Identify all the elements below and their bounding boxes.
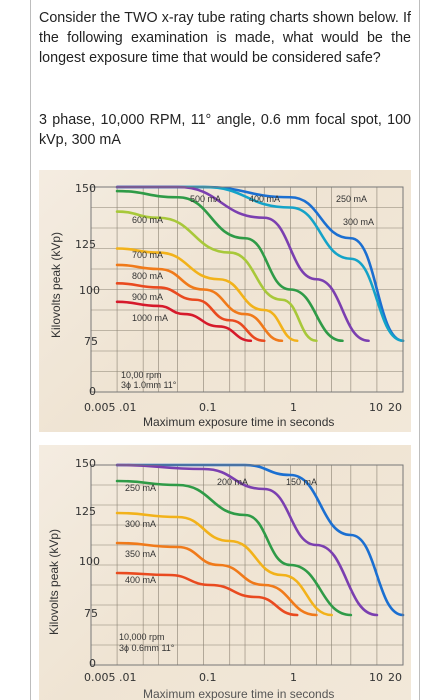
chart-top-annotation-2: 3ɸ 1.0mm 11° <box>121 380 177 390</box>
chart-top-curve-1000ma <box>115 300 253 343</box>
chart-top-ytick-75: 75 <box>84 335 98 348</box>
chart-top-xtick-001: .01 <box>119 401 137 414</box>
chart-top-curve-700ma <box>115 247 299 343</box>
chart-top-ytick-125: 125 <box>75 238 96 251</box>
chart-top-xlabel: Maximum exposure time in seconds <box>143 415 334 429</box>
chart-top-curve-800ma <box>115 263 284 343</box>
rating-chart-top: 150 125 100 75 0 0.005 .01 0.1 1 10 20 M… <box>39 170 411 432</box>
rating-chart-bottom-svg: 150 125 100 75 0 0.005 .01 0.1 1 10 20 M… <box>75 457 405 700</box>
chart-bottom-xtick-20: 20 <box>388 671 402 684</box>
chart-bottom-curves <box>115 463 405 617</box>
chart-top-annotation-1: 10,00 rpm <box>121 370 162 380</box>
chart-top-label-500ma: 500 mA <box>190 194 221 204</box>
chart-top-label-700ma: 700 mA <box>132 250 163 260</box>
chart-bottom-xtick-1: 1 <box>290 671 297 684</box>
chart-bottom-ytick-100: 100 <box>79 555 100 568</box>
rating-chart-top-svg: 150 125 100 75 0 0.005 .01 0.1 1 10 20 M… <box>75 182 405 429</box>
chart-bottom-curve-150ma <box>115 463 405 617</box>
chart-bottom-xtick-0005: 0.005 <box>84 671 116 684</box>
chart-bottom-ylabel: Kilovolts peak (kVp) <box>47 528 61 635</box>
chart-bottom-xlabel: Maximum exposure time in seconds <box>143 687 334 700</box>
chart-top-ytick-100: 100 <box>79 284 100 297</box>
chart-top-label-600ma: 600 mA <box>132 215 163 225</box>
chart-top-xtick-10: 10 <box>369 401 383 414</box>
chart-bottom-ytick-125: 125 <box>75 505 96 518</box>
question-parameters: 3 phase, 10,000 RPM, 11° angle, 0.6 mm f… <box>39 112 411 148</box>
chart-top-ylabel: Kilovolts peak (kVp) <box>49 231 63 338</box>
chart-bottom-ytick-150: 150 <box>75 457 96 470</box>
chart-bottom-ytick-0: 0 <box>89 657 96 670</box>
chart-top-curve-500ma <box>115 189 344 343</box>
chart-bottom-curve-200ma <box>115 463 379 617</box>
chart-bottom-ytick-75: 75 <box>84 607 98 620</box>
chart-top-curves <box>115 185 405 343</box>
chart-bottom-xtick-10: 10 <box>369 671 383 684</box>
chart-top-ytick-150: 150 <box>75 182 96 195</box>
chart-bottom-curve-350ma <box>115 541 318 617</box>
question-text: Consider the TWO x-ray tube rating chart… <box>39 10 411 66</box>
rating-chart-bottom: 150 125 100 75 0 0.005 .01 0.1 1 10 20 M… <box>39 445 411 700</box>
chart-top-label-300ma: 300 mA <box>343 217 374 227</box>
chart-bottom-curve-400ma <box>115 571 299 617</box>
chart-bottom-curve-250ma <box>115 479 353 617</box>
chart-bottom-label-200ma: 200 mA <box>217 477 248 487</box>
chart-top-curve-600ma <box>115 210 318 343</box>
chart-top-xtick-20: 20 <box>388 401 402 414</box>
chart-bottom-label-150ma: 150 mA <box>286 477 317 487</box>
chart-top-curve-900ma <box>115 282 266 343</box>
chart-top-xtick-1: 1 <box>290 401 297 414</box>
chart-top-xtick-01: 0.1 <box>199 401 217 414</box>
chart-bottom-label-400ma: 400 mA <box>125 575 156 585</box>
chart-bottom-plot-frame <box>90 464 404 666</box>
chart-top-label-250ma: 250 mA <box>336 194 367 204</box>
chart-top-label-1000ma: 1000 mA <box>132 313 168 323</box>
chart-bottom-label-250ma: 250 mA <box>125 483 156 493</box>
chart-bottom-curve-300ma <box>115 511 333 617</box>
chart-top-label-400ma: 400 mA <box>249 194 280 204</box>
chart-bottom-xtick-001: .01 <box>119 671 137 684</box>
chart-bottom-xtick-01: 0.1 <box>199 671 217 684</box>
chart-top-ytick-0: 0 <box>89 385 96 398</box>
chart-bottom-annotation-2: 3ɸ 0.6mm 11° <box>119 643 175 653</box>
chart-bottom-label-350ma: 350 mA <box>125 549 156 559</box>
chart-top-xtick-0005: 0.005 <box>84 401 116 414</box>
chart-bottom-annotation-1: 10,000 rpm <box>119 632 165 642</box>
chart-bottom-label-300ma: 300 mA <box>125 519 156 529</box>
chart-top-label-900ma: 900 mA <box>132 292 163 302</box>
chart-top-plot-frame <box>90 186 404 393</box>
chart-top-label-800ma: 800 mA <box>132 271 163 281</box>
